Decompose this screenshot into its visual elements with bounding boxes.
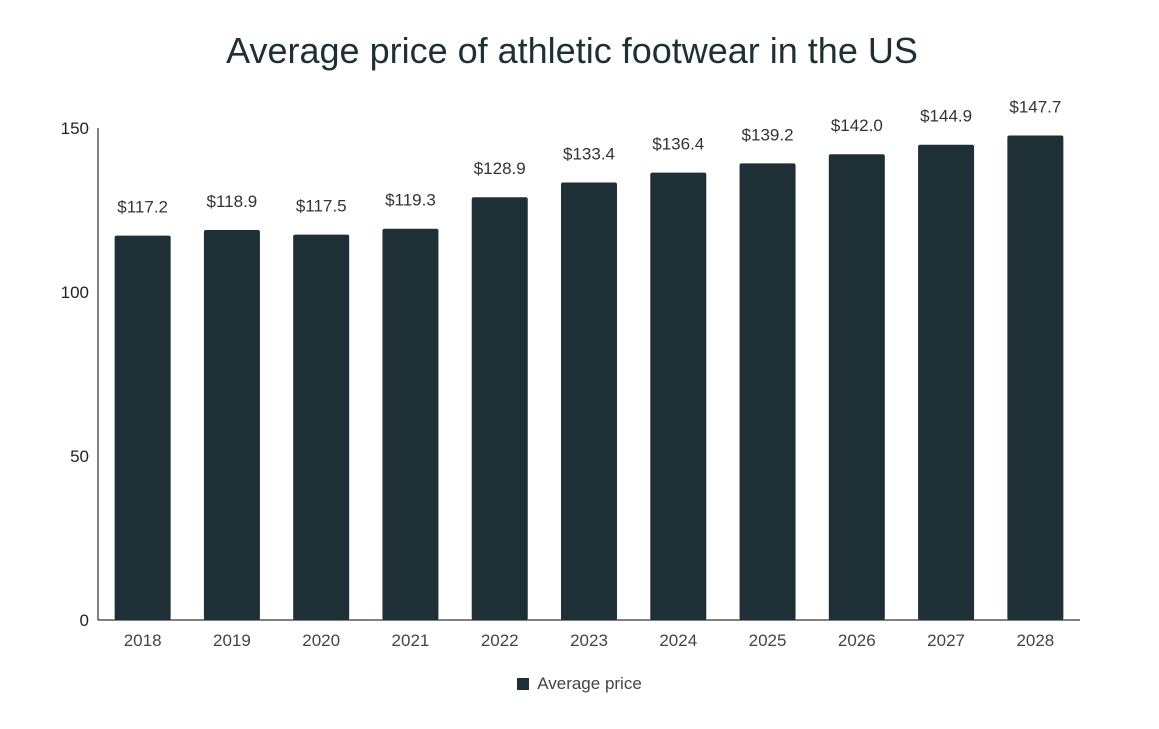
bar [293,234,350,620]
data-label: $133.4 [563,144,615,163]
chart-title: Average price of athletic footwear in th… [226,30,918,71]
data-label: $128.9 [474,159,526,178]
x-tick-label: 2023 [570,631,608,650]
x-tick-label: 2019 [213,631,251,650]
data-label: $136.4 [652,135,704,154]
bar [382,228,439,621]
data-label: $119.3 [385,191,436,210]
x-tick-label: 2024 [659,631,697,650]
x-tick-label: 2026 [838,631,876,650]
data-label: $144.9 [920,107,972,126]
legend-swatch [517,678,530,690]
bar [828,154,885,621]
y-tick-label: 50 [70,447,89,466]
data-label: $139.2 [742,125,794,144]
bar [114,235,171,621]
x-tick-label: 2020 [302,631,340,650]
bar [203,230,260,620]
x-tick-label: 2022 [481,631,519,650]
bar [739,163,796,620]
bar [1007,135,1064,620]
x-tick-label: 2028 [1016,631,1054,650]
y-tick-label: 150 [61,119,89,138]
x-tick-label: 2018 [124,631,162,650]
x-tick-label: 2025 [749,631,787,650]
bar [918,144,975,620]
data-label: $117.2 [117,198,168,217]
y-tick-label: 0 [80,611,89,630]
bar [650,172,707,620]
data-label: $118.9 [207,192,258,211]
data-label: $147.7 [1009,98,1061,117]
bar [471,197,528,620]
x-tick-label: 2027 [927,631,965,650]
bar [561,182,617,620]
y-tick-label: 100 [61,283,89,302]
legend-label: Average price [537,674,642,693]
x-tick-label: 2021 [392,631,430,650]
data-label: $142.0 [831,116,883,135]
legend: Average price [0,674,1159,694]
data-label: $117.5 [296,197,347,216]
